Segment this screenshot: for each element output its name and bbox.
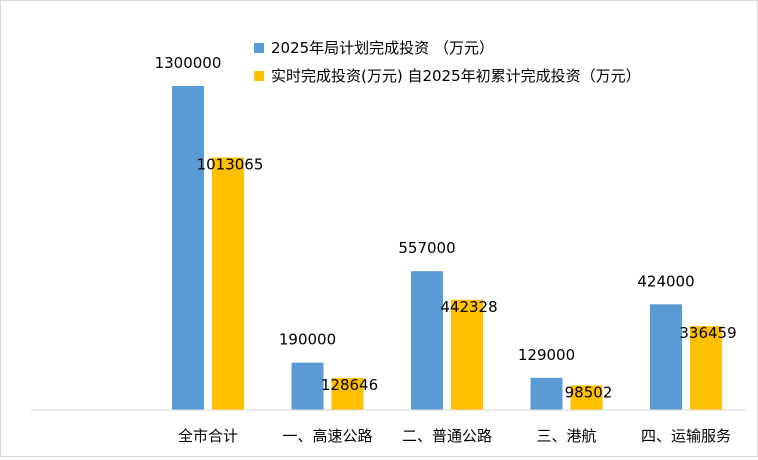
bar-1-5: [650, 304, 682, 410]
x-tick-label-2: 一、高速公路: [282, 427, 372, 445]
data-labels-group: 1300000 1013065 190000 128646 557000 442328 12…: [155, 54, 737, 401]
bar-2-5: [690, 326, 722, 410]
bar-1-4: [530, 377, 563, 410]
bars-group: [172, 86, 722, 410]
x-tick-label-5: 四、运输服务: [641, 427, 731, 445]
data-label-1-3: 557000: [398, 239, 455, 257]
x-tick-labels-group: 全市合计 一、高速公路 二、普通公路 三、港航 四、运输服务: [178, 427, 731, 445]
data-label-2-1: 1013065: [197, 156, 264, 174]
legend-swatch-1: [254, 43, 264, 53]
data-label-1-4: 129000: [518, 346, 575, 364]
data-label-2-4: 98502: [565, 383, 613, 401]
bar-1-1: [172, 86, 204, 410]
legend: 2025年局计划完成投资 （万元） 实时完成投资(万元) 自2025年初累计完成投…: [254, 39, 641, 85]
bar-2-4: [570, 385, 603, 410]
data-label-1-5: 424000: [637, 272, 694, 290]
legend-label-1: 2025年局计划完成投资 （万元）: [271, 39, 494, 57]
x-tick-label-4: 三、港航: [536, 427, 596, 445]
data-label-2-2: 128646: [321, 376, 378, 394]
data-label-1-2: 190000: [279, 331, 336, 349]
legend-swatch-2: [254, 71, 264, 81]
x-tick-label-3: 二、普通公路: [402, 427, 492, 445]
legend-label-2: 实时完成投资(万元) 自2025年初累计完成投资（万元）: [271, 67, 641, 85]
bar-1-3: [411, 271, 443, 410]
bar-2-1: [212, 157, 244, 410]
data-label-1-1: 1300000: [155, 54, 222, 72]
bar-2-3: [451, 299, 483, 410]
data-label-2-5: 336459: [679, 324, 736, 342]
bar-1-2: [291, 362, 324, 410]
bar-2-2: [331, 377, 364, 410]
data-label-2-3: 442328: [440, 298, 497, 316]
x-tick-label-1: 全市合计: [178, 427, 238, 445]
